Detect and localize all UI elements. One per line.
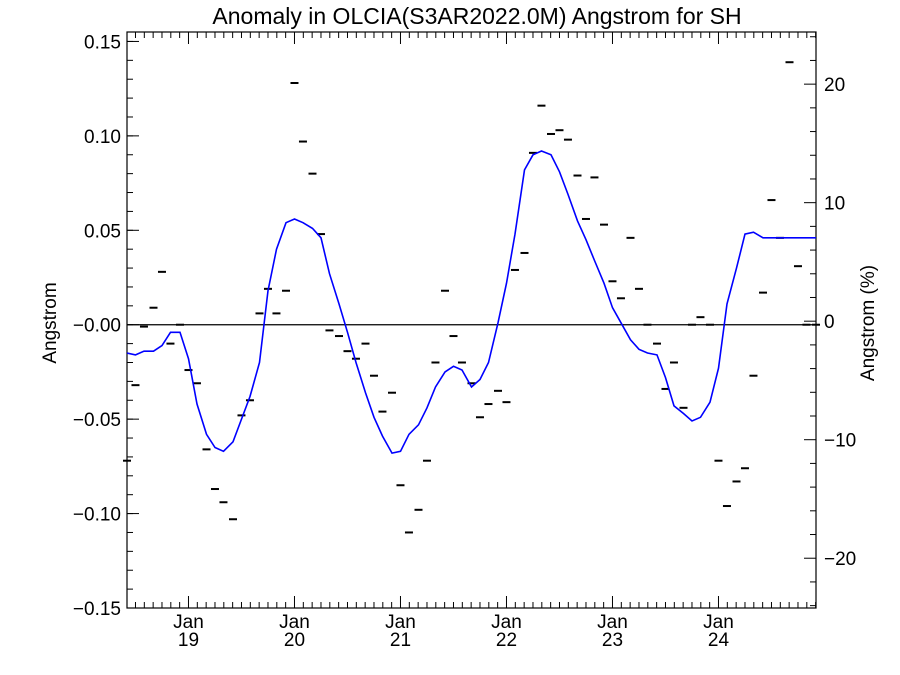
smoothed-line [126,150,816,455]
y2-tick-label: 0 [824,312,835,333]
x-tick-month: Jan [597,612,628,633]
y2-tick-label: 10 [824,194,845,215]
x-tick-year: 20 [284,630,305,651]
series-group [123,61,820,534]
x-tick-year: 19 [178,630,199,651]
y2-tick-labels: −20 −10 0 10 20 [824,75,856,570]
y2-axis-label: Angstrom (%) [858,265,879,381]
x-tick-month: Jan [703,612,734,633]
x-tick-month: Jan [385,612,416,633]
y-tick-label: −0.10 [73,505,121,526]
x-tick-year: 21 [390,630,411,651]
y-tick-label: 0.10 [84,127,121,148]
x-tick-year: 22 [496,630,517,651]
y-tick-label: −0.15 [73,599,121,620]
y-tick-label: −0.00 [73,316,121,337]
axis-ticks [127,32,817,609]
x-tick-month: Jan [279,612,310,633]
y-axis-label: Angstrom [40,282,61,363]
y2-tick-label: 20 [824,75,845,96]
chart-title: Anomaly in OLCIA(S3AR2022.0M) Angstrom f… [212,3,741,29]
y-tick-labels: −0.15 −0.10 −0.05 −0.00 0.05 0.10 0.15 [73,32,121,620]
x-tick-year: 24 [708,630,730,651]
y-tick-label: 0.05 [84,221,121,242]
y-tick-label: 0.15 [84,32,121,53]
x-tick-month: Jan [491,612,522,633]
x-tick-year: 23 [602,630,623,651]
y2-tick-label: −10 [824,431,856,452]
y-tick-label: −0.05 [73,410,121,431]
plot-frame [126,31,817,609]
y2-tick-label: −20 [824,549,856,570]
x-tick-month: Jan [173,612,204,633]
